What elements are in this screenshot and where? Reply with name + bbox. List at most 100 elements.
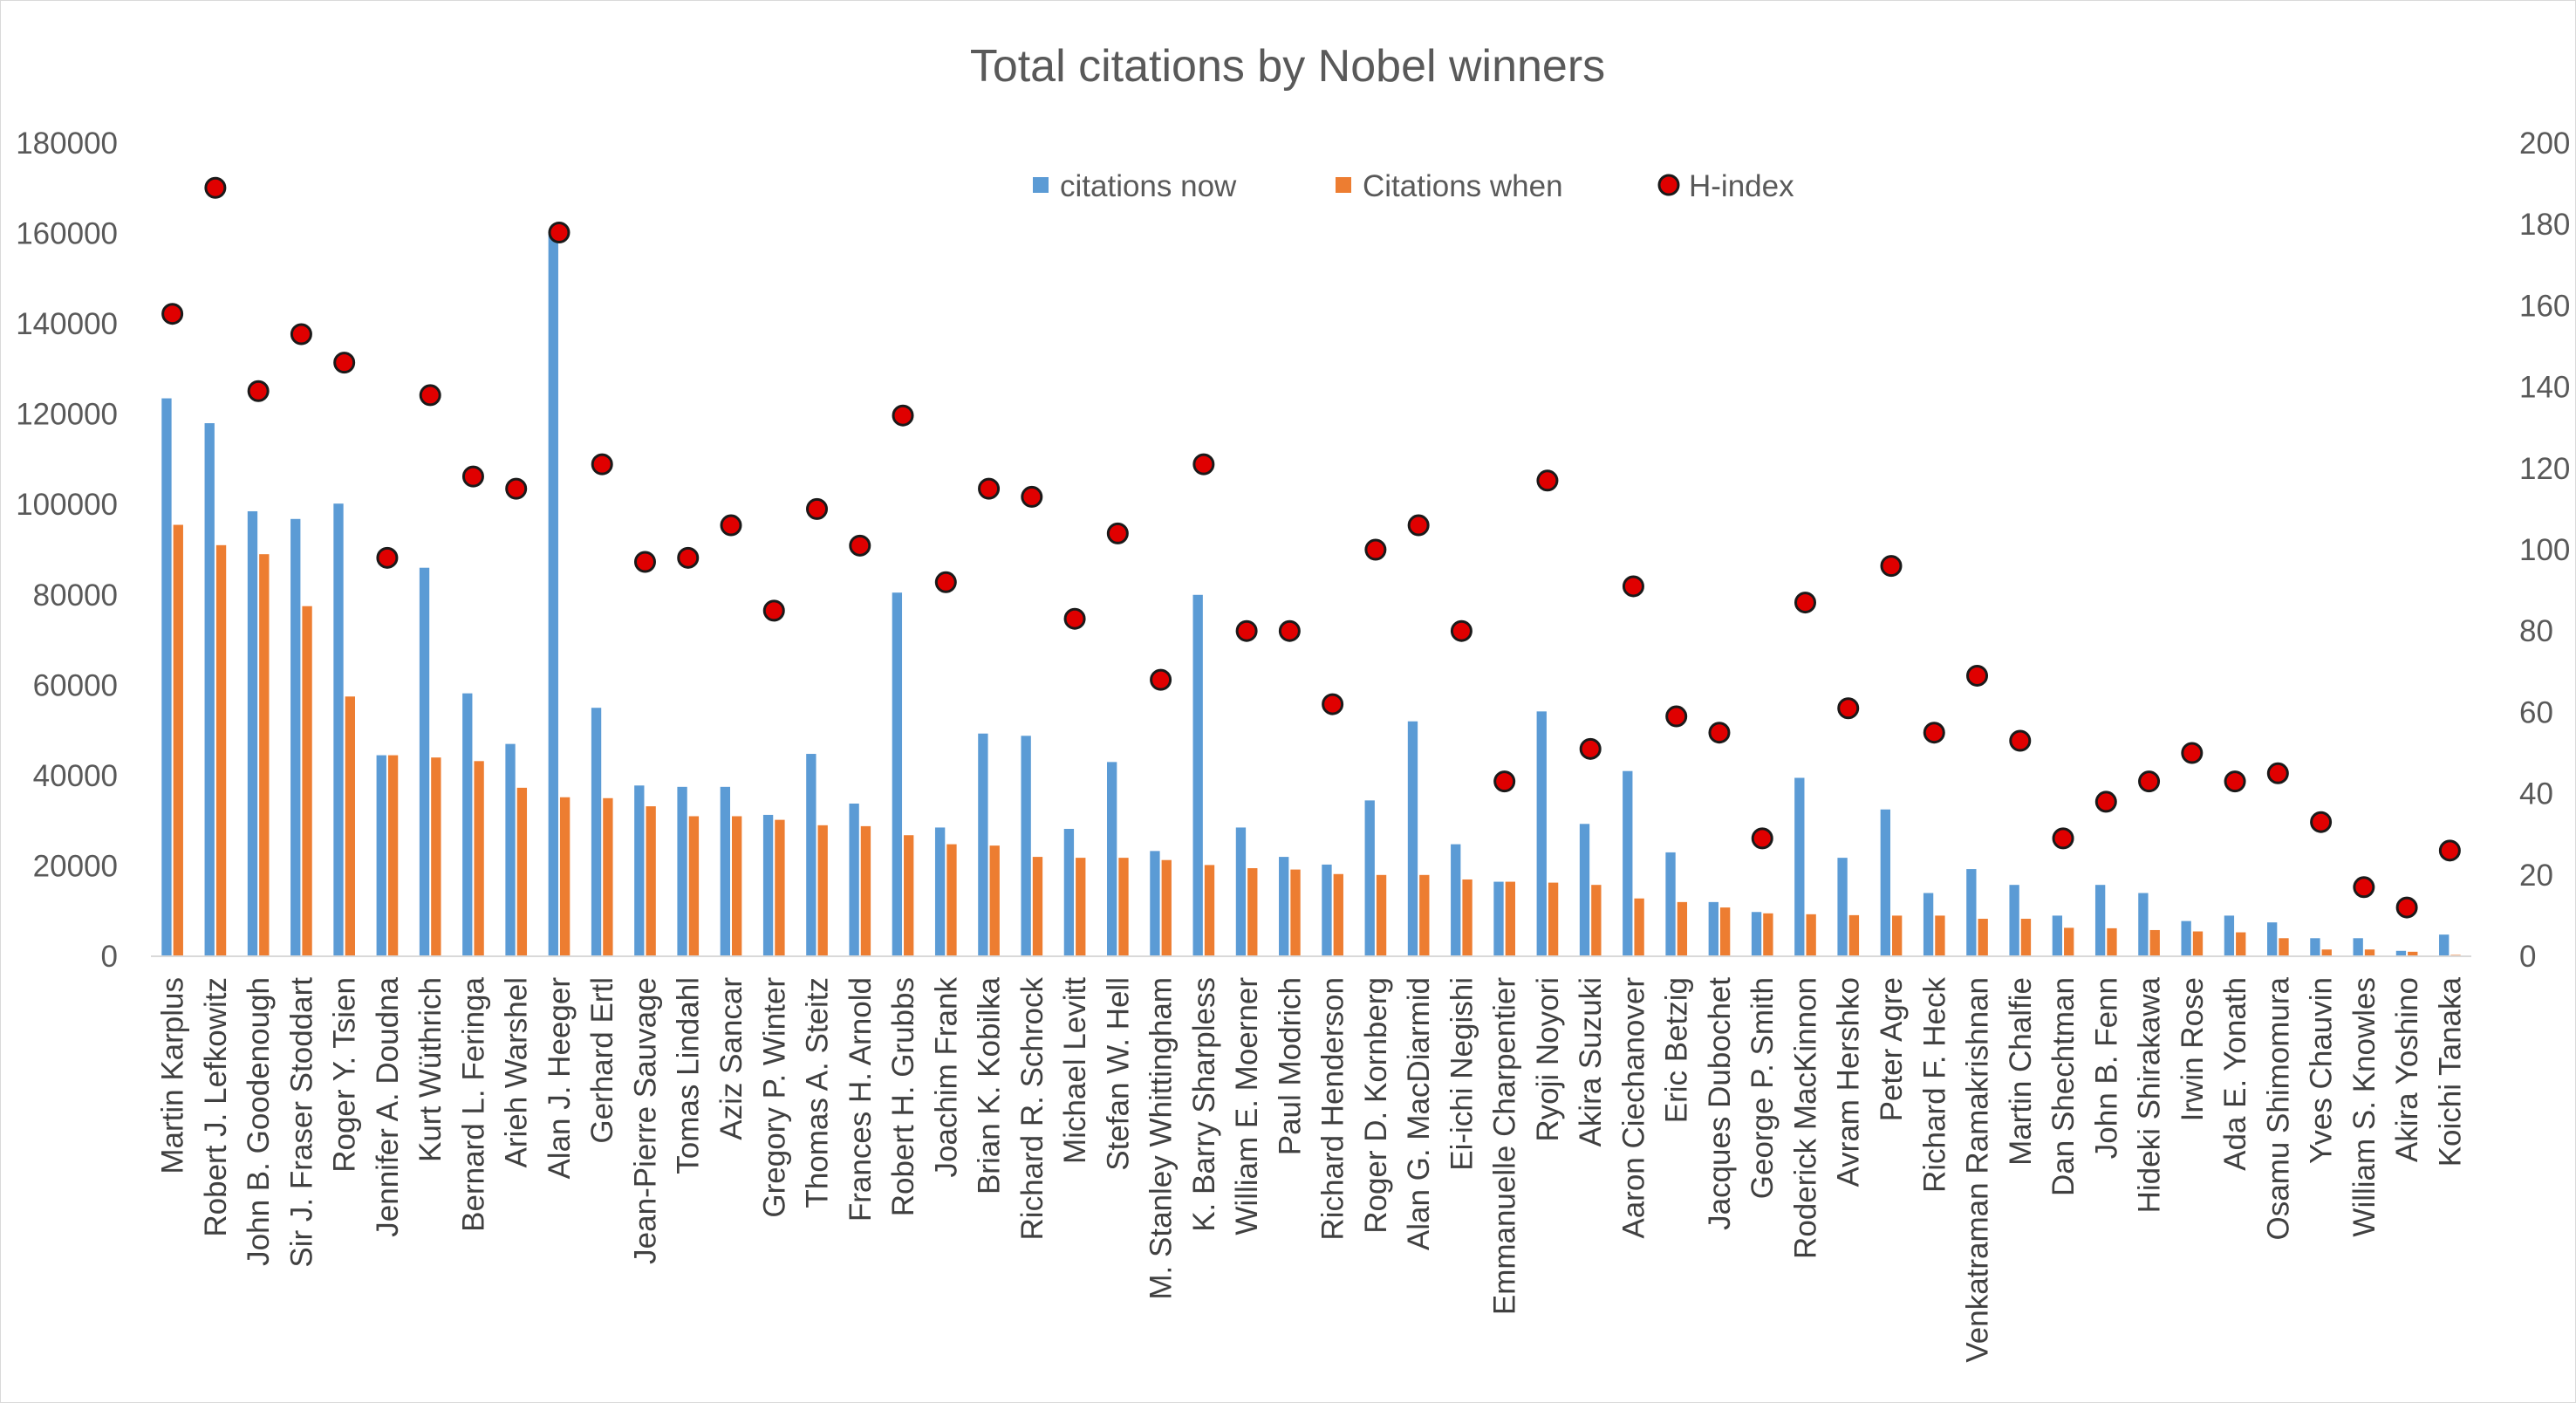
h-index-point xyxy=(2395,896,2418,919)
h-index-point xyxy=(1106,522,1129,544)
bar-citations-now xyxy=(1665,852,1676,956)
h-index-point xyxy=(505,477,528,500)
h-index-point xyxy=(376,546,399,569)
h-index-point xyxy=(591,453,613,476)
bar-citations-when xyxy=(259,554,270,956)
h-index-point xyxy=(1665,705,1688,728)
bar-citations-when xyxy=(1978,919,1988,956)
right-axis-ticks: 0 20 40 60 80 100 120 140 160 180 200 xyxy=(2519,127,2570,974)
category-label: Roger D. Kornberg xyxy=(1359,977,1393,1234)
bar-citations-now xyxy=(2009,885,2019,956)
bar-citations-when xyxy=(516,787,528,956)
h-index-point xyxy=(1493,770,1516,793)
h-index-point xyxy=(720,514,742,537)
category-label: Osamu Shimomura xyxy=(2261,976,2295,1240)
h-index-point xyxy=(1450,619,1472,642)
h-index-point xyxy=(290,323,312,346)
h-index-point xyxy=(1192,453,1215,476)
bar-citations-now xyxy=(2395,950,2407,956)
bar-citations-now xyxy=(1794,777,1805,956)
bar-citations-when xyxy=(431,757,441,956)
category-label: Jennifer A. Doudna xyxy=(371,976,405,1236)
bar-citations-now xyxy=(1751,912,1762,956)
category-label: Thomas A. Steitz xyxy=(801,977,835,1208)
h-index-point xyxy=(892,404,914,427)
category-label: John B. Goodenough xyxy=(242,977,276,1266)
category-label: Joachim Frank xyxy=(929,977,963,1178)
bar-citations-now xyxy=(892,592,903,956)
bar-citations-when xyxy=(775,819,785,956)
category-label: William S. Knowles xyxy=(2347,977,2381,1237)
bar-citations-when xyxy=(173,524,183,956)
right-tick-label: 60 xyxy=(2519,695,2553,729)
right-tick-label: 20 xyxy=(2519,859,2553,893)
bar-citations-now xyxy=(1536,711,1547,956)
category-label: Roger Y. Tsien xyxy=(328,977,362,1173)
category-label: Gregory P. Winter xyxy=(757,977,791,1218)
h-index-point xyxy=(2138,770,2161,793)
category-label: Paul Modrich xyxy=(1273,977,1307,1155)
h-index-point xyxy=(2438,839,2461,862)
h-index-point xyxy=(849,534,871,557)
h-index-point xyxy=(2224,770,2246,793)
bar-citations-when xyxy=(1204,865,1215,956)
category-label: Roderick MacKinnon xyxy=(1788,977,1822,1259)
bar-citations-now xyxy=(2138,893,2149,956)
h-index-point xyxy=(1063,607,1086,630)
h-index-point xyxy=(1278,619,1301,642)
left-tick-label: 20000 xyxy=(33,849,118,883)
bar-citations-when xyxy=(817,825,828,956)
category-label: Martin Karplus xyxy=(156,977,190,1174)
category-label: Arieh Warshel xyxy=(500,977,534,1168)
category-label: Avram Hershko xyxy=(1832,977,1866,1187)
left-tick-label: 120000 xyxy=(16,398,118,432)
h-index-point xyxy=(1751,827,1773,850)
category-label: Ada E. Yonath xyxy=(2218,977,2252,1171)
category-label: K. Barry Sharpless xyxy=(1187,977,1221,1232)
category-label: William E. Moerner xyxy=(1230,977,1264,1235)
category-label: Venkatraman Ramakrishnan xyxy=(1961,977,1995,1363)
bar-citations-when xyxy=(387,755,399,956)
left-tick-label: 60000 xyxy=(33,668,118,702)
h-index-point xyxy=(677,546,700,569)
bar-citations-now xyxy=(2052,915,2063,956)
bar-citations-when xyxy=(2364,949,2375,956)
bar-citations-when xyxy=(1763,913,1773,956)
bar-citations-when xyxy=(1419,874,1430,956)
bar-citations-now xyxy=(333,503,344,956)
h-index-point xyxy=(978,477,1001,500)
bar-citations-now xyxy=(934,827,946,956)
h-index-point xyxy=(1536,469,1559,492)
legend-marker-h-index xyxy=(1657,174,1680,196)
legend-swatch-citations-now xyxy=(1033,177,1049,193)
bar-citations-now xyxy=(2310,938,2320,956)
bar-citations-when xyxy=(1161,859,1172,956)
bar-citations-now xyxy=(1923,893,1934,956)
bar-citations-now xyxy=(1192,594,1203,956)
bar-citations-now xyxy=(2353,938,2363,956)
h-index-point xyxy=(1880,555,1903,578)
right-tick-label: 180 xyxy=(2519,208,2570,242)
right-tick-label: 80 xyxy=(2519,614,2553,648)
bar-citations-when xyxy=(989,845,1000,956)
right-tick-label: 200 xyxy=(2519,127,2570,161)
h-index-point xyxy=(204,176,227,199)
bar-citations-now xyxy=(419,567,430,956)
h-index-point xyxy=(934,571,957,593)
bar-citations-now xyxy=(1063,828,1075,956)
h-index-point xyxy=(1364,538,1387,561)
category-label: Robert J. Lefkowitz xyxy=(199,977,233,1237)
category-label: Richard F. Heck xyxy=(1917,977,1951,1194)
left-axis-ticks: 0 20000 40000 60000 80000 100000 120000 140000 1… xyxy=(16,127,118,974)
h-index-point xyxy=(247,380,270,402)
h-index-point xyxy=(762,599,785,622)
bar-citations-when xyxy=(1634,898,1644,956)
category-label: Frances H. Arnold xyxy=(844,977,878,1222)
bar-citations-when xyxy=(2064,927,2074,956)
bar-citations-when xyxy=(2321,949,2332,956)
h-index-point xyxy=(419,384,441,407)
bar-citations-when xyxy=(1290,869,1301,956)
legend: citations now Citations when H-index xyxy=(1033,169,1794,203)
bar-citations-when xyxy=(1935,915,1945,956)
bar-citations-now xyxy=(2094,885,2106,956)
